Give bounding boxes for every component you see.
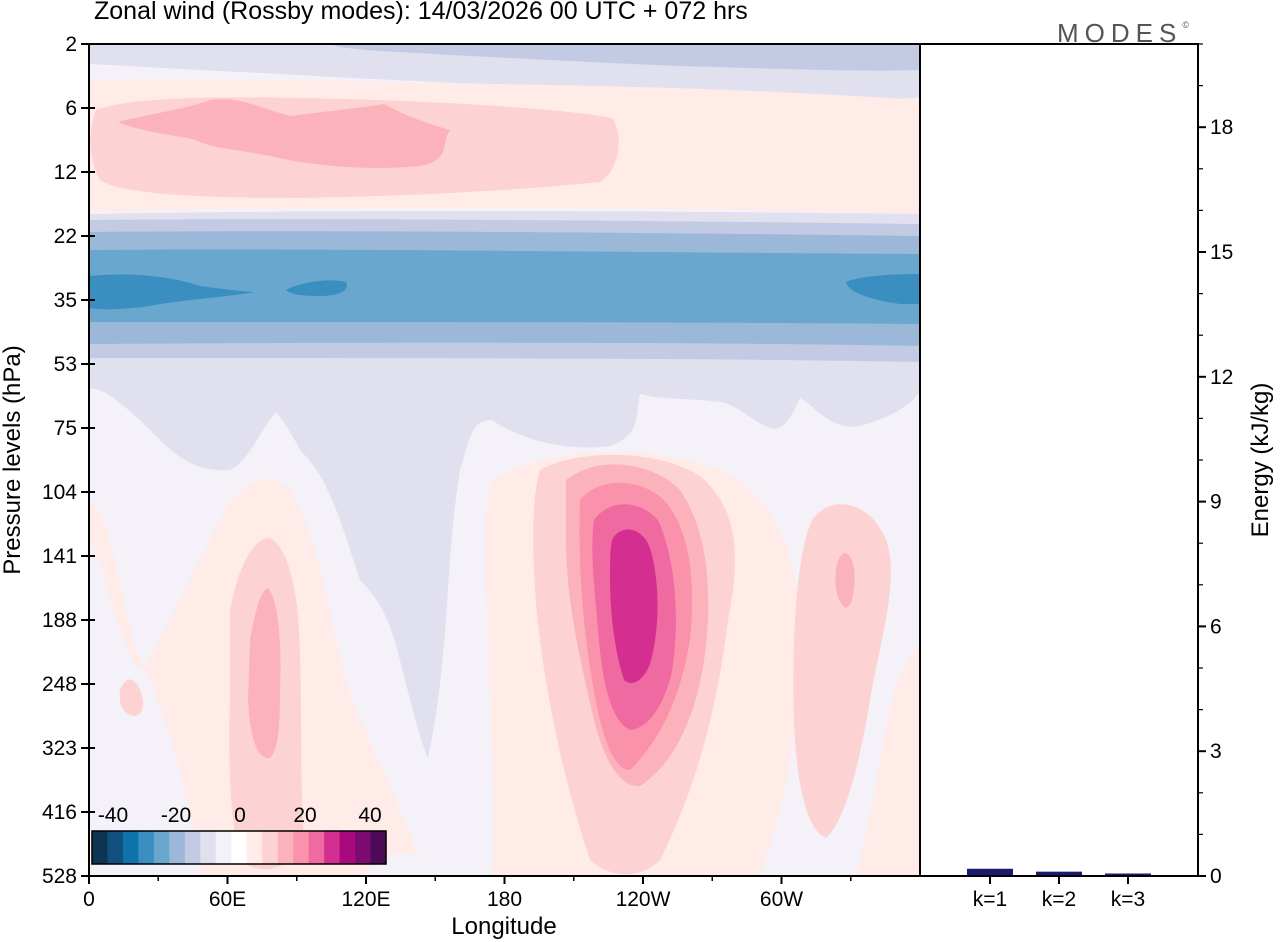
energy-category-label: k=3 <box>1111 888 1145 911</box>
colorbar-swatch <box>215 831 232 864</box>
y-tick-label: 528 <box>42 865 77 888</box>
y-tick-label: 6 <box>65 97 77 120</box>
contour-easterly-core-east <box>846 274 920 304</box>
energy-bar <box>1105 873 1151 875</box>
y-tick-label: 141 <box>42 545 77 568</box>
y-tick-label: 22 <box>54 225 77 248</box>
contour-lower-westerly-east <box>856 648 920 876</box>
colorbar-swatch <box>262 831 278 864</box>
energy-tick-label: 15 <box>1210 241 1233 264</box>
heatmap-panel <box>89 44 920 876</box>
x-tick-label: 60W <box>760 888 803 911</box>
energy-bar <box>967 868 1013 875</box>
contour-lower-westerly-east-3 <box>835 553 855 608</box>
contour-easterly-core-west <box>89 274 256 310</box>
colorbar-swatch <box>92 831 108 864</box>
colorbar-swatch <box>324 831 340 864</box>
energy-axis-title: Energy (kJ/kg) <box>1247 383 1274 538</box>
contour-easterly-4 <box>89 249 920 324</box>
colorbar-tick-label: 40 <box>358 804 381 827</box>
contour-jet-core <box>610 529 658 683</box>
colorbar-swatch <box>277 831 294 864</box>
y-tick-label: 35 <box>54 289 77 312</box>
colorbar: -40 -20 0 20 40 <box>91 804 387 865</box>
colorbar-swatch <box>107 831 124 864</box>
colorbar-swatch <box>231 831 248 864</box>
colorbar-tick-label: 0 <box>234 804 246 827</box>
colorbar-swatch <box>200 831 217 864</box>
contour-small-westerly <box>119 679 143 716</box>
y-axis-title: Pressure levels (hPa) <box>0 345 26 574</box>
colorbar-swatch <box>308 831 325 864</box>
energy-tick-label: 9 <box>1210 491 1222 514</box>
contour-lower-westerly-east-2 <box>793 504 891 838</box>
colorbar-swatch <box>370 831 387 864</box>
energy-panel <box>919 43 1199 877</box>
colorbar-swatch <box>246 831 263 864</box>
energy-tick-label: 18 <box>1210 116 1233 139</box>
colorbar-frame <box>91 830 387 865</box>
energy-category-label: k=1 <box>973 888 1007 911</box>
colorbar-swatch <box>153 831 170 864</box>
y-tick-label: 12 <box>54 161 77 184</box>
energy-tick-label: 12 <box>1210 366 1233 389</box>
y-tick-label: 104 <box>42 481 77 504</box>
x-tick-label: 0 <box>83 888 95 911</box>
y-tick-label: 248 <box>42 673 77 696</box>
colorbar-tick-label: -20 <box>161 804 191 827</box>
x-tick-label: 60E <box>209 888 246 911</box>
y-tick-label: 75 <box>54 417 77 440</box>
contour-top-easterly-2 <box>330 44 920 71</box>
chart-title: Zonal wind (Rossby modes): 14/03/2026 00… <box>94 0 748 25</box>
contour-easterly-core-mid <box>286 280 347 296</box>
energy-category-label: k=2 <box>1042 888 1076 911</box>
contour-trop-easterly <box>89 368 920 758</box>
energy-bars <box>967 868 1151 875</box>
contour-lower-westerly-west-3 <box>248 588 281 759</box>
y-tick-label: 188 <box>42 609 77 632</box>
colorbar-tick-label: -40 <box>98 804 128 827</box>
x-tick-label: 180 <box>487 888 522 911</box>
x-tick-label: 120W <box>616 888 671 911</box>
colorbar-swatch <box>169 831 186 864</box>
energy-tick-label: 3 <box>1210 740 1222 763</box>
logo-mark: © <box>1182 20 1189 30</box>
x-tick-label: 120E <box>341 888 390 911</box>
colorbar-swatch <box>138 831 155 864</box>
energy-tick-label: 6 <box>1210 615 1222 638</box>
energy-tick-label: 0 <box>1210 865 1222 888</box>
colorbar-swatch <box>122 831 139 864</box>
y-tick-label: 53 <box>54 353 77 376</box>
colorbar-tick-label: 20 <box>293 804 316 827</box>
x-axis-title: Longitude <box>451 913 556 940</box>
colorbar-swatch <box>355 831 371 864</box>
contour-upper-westerly-3 <box>118 99 450 168</box>
colorbar-swatch <box>339 831 356 864</box>
y-tick-label: 2 <box>65 33 77 56</box>
colorbar-swatch <box>184 831 201 864</box>
y-tick-label: 323 <box>42 737 77 760</box>
y-tick-label: 416 <box>42 801 77 824</box>
energy-bar <box>1036 871 1082 875</box>
colorbar-swatch <box>293 831 309 864</box>
